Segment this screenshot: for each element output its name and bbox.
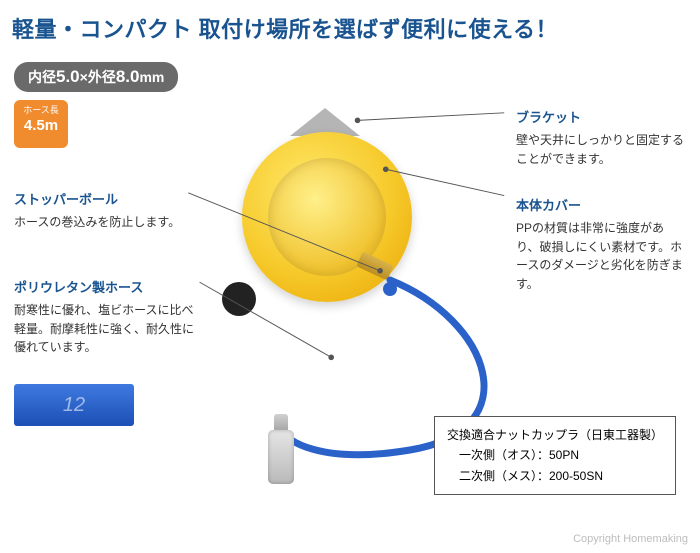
dim-unit: mm bbox=[139, 69, 164, 85]
coupler-line3: 二次側（メス）：200-50SN bbox=[447, 466, 663, 486]
callout-bracket: ブラケット 壁や天井にしっかりと固定することができます。 bbox=[516, 108, 686, 168]
callout-bracket-body: 壁や天井にしっかりと固定することができます。 bbox=[516, 131, 686, 168]
dim-outer-prefix: 外径 bbox=[88, 69, 116, 85]
coupler-shape bbox=[268, 430, 294, 484]
page-headline: 軽量・コンパクト 取付け場所を選ばず便利に使える！ bbox=[0, 0, 700, 44]
dim-outer-value: 8.0 bbox=[116, 67, 140, 86]
reel-hub bbox=[316, 206, 338, 228]
coupler-line1: 交換適合ナットカップラ（日東工器製） bbox=[447, 425, 663, 445]
callout-cover-body: PPの材質は非常に強度があり、破損しにくい素材です。ホースのダメージと劣化を防ぎ… bbox=[516, 219, 686, 293]
stopper-ball bbox=[383, 282, 397, 296]
callout-hose-title: ポリウレタン製ホース bbox=[14, 278, 194, 298]
callout-bracket-title: ブラケット bbox=[516, 108, 686, 128]
hose-swatch-text: 12 bbox=[63, 394, 85, 417]
product-illustration bbox=[230, 130, 450, 450]
callout-hose: ポリウレタン製ホース 耐寒性に優れ、塩ビホースに比べ軽量。耐摩耗性に強く、耐久性… bbox=[14, 278, 194, 357]
length-label: ホース長 bbox=[14, 106, 68, 116]
dim-sep: × bbox=[80, 69, 88, 85]
callout-cover: 本体カバー PPの材質は非常に強度があり、破損しにくい素材です。ホースのダメージ… bbox=[516, 196, 686, 294]
dim-inner-value: 5.0 bbox=[56, 67, 80, 86]
dim-inner-prefix: 内径 bbox=[28, 69, 56, 85]
callout-stopper: ストッパーボール ホースの巻込みを防止します。 bbox=[14, 190, 184, 232]
coupler-line2: 一次側（オス）：50PN bbox=[447, 445, 663, 465]
callout-stopper-title: ストッパーボール bbox=[14, 190, 184, 210]
callout-hose-body: 耐寒性に優れ、塩ビホースに比べ軽量。耐摩耗性に強く、耐久性に優れています。 bbox=[14, 301, 194, 357]
spec-row: 内径5.0×外径8.0mm bbox=[14, 62, 700, 92]
reel-handle bbox=[222, 282, 256, 316]
coupler-info-box: 交換適合ナットカップラ（日東工器製） 一次側（オス）：50PN 二次側（メス）：… bbox=[434, 416, 676, 495]
callout-stopper-body: ホースの巻込みを防止します。 bbox=[14, 213, 184, 232]
callout-cover-title: 本体カバー bbox=[516, 196, 686, 216]
copyright-text: Copyright Homemaking bbox=[573, 533, 688, 545]
hose-swatch: 12 bbox=[14, 384, 134, 426]
dimension-badge: 内径5.0×外径8.0mm bbox=[14, 62, 178, 92]
